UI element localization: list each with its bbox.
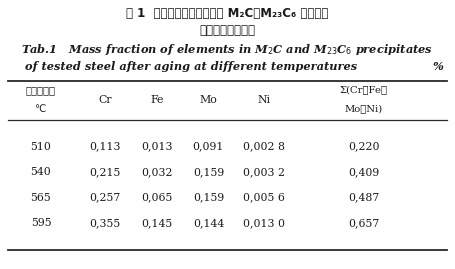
Text: 各元素的质量分数: 各元素的质量分数 [199, 24, 256, 37]
Text: 0,257: 0,257 [89, 193, 120, 203]
Text: 0,159: 0,159 [193, 193, 224, 203]
Text: %: % [433, 61, 444, 72]
Text: 565: 565 [30, 193, 51, 203]
Text: Mo: Mo [199, 94, 217, 105]
Text: 0,159: 0,159 [193, 167, 224, 177]
Text: 0,220: 0,220 [348, 141, 380, 152]
Text: 0,144: 0,144 [193, 218, 224, 228]
Text: Tab.1   Mass fraction of elements in M$_2$C and M$_{23}$C$_6$ precipitates: Tab.1 Mass fraction of elements in M$_2$… [21, 42, 434, 57]
Text: 0,487: 0,487 [349, 193, 379, 203]
Text: Mo＋Ni): Mo＋Ni) [345, 104, 383, 114]
Text: 时效温度／: 时效温度／ [26, 85, 56, 95]
Text: of tested steel after aging at different temperatures: of tested steel after aging at different… [25, 61, 357, 72]
Text: 0,657: 0,657 [349, 218, 379, 228]
Text: 0,113: 0,113 [89, 141, 121, 152]
Text: 0,003 2: 0,003 2 [243, 167, 285, 177]
Text: 0,013: 0,013 [141, 141, 173, 152]
Text: 0,002 8: 0,002 8 [243, 141, 285, 152]
Text: 0,145: 0,145 [142, 218, 172, 228]
Text: Ni: Ni [258, 94, 270, 105]
Text: 510: 510 [30, 141, 51, 152]
Text: 0,215: 0,215 [89, 167, 120, 177]
Text: 0,005 6: 0,005 6 [243, 193, 285, 203]
Text: Σ(Cr＋Fe＋: Σ(Cr＋Fe＋ [340, 86, 388, 95]
Text: 0,032: 0,032 [141, 167, 173, 177]
Text: 0,091: 0,091 [193, 141, 224, 152]
Text: Cr: Cr [98, 94, 111, 105]
Text: 表 1  不同温度时效后试验钢 M₂C＋M₂₃C₆ 析出相中: 表 1 不同温度时效后试验钢 M₂C＋M₂₃C₆ 析出相中 [126, 7, 329, 20]
Text: 0,355: 0,355 [89, 218, 120, 228]
Text: 540: 540 [30, 167, 51, 177]
Text: 0,409: 0,409 [349, 167, 379, 177]
Text: Fe: Fe [150, 94, 164, 105]
Text: 595: 595 [30, 218, 51, 228]
Text: ℃: ℃ [35, 104, 46, 114]
Text: 0,065: 0,065 [142, 193, 172, 203]
Text: 0,013 0: 0,013 0 [243, 218, 285, 228]
